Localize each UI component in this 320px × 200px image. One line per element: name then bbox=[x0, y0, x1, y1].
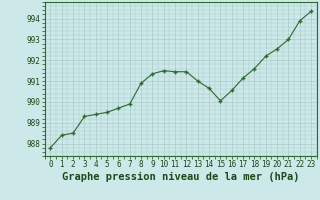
X-axis label: Graphe pression niveau de la mer (hPa): Graphe pression niveau de la mer (hPa) bbox=[62, 172, 300, 182]
